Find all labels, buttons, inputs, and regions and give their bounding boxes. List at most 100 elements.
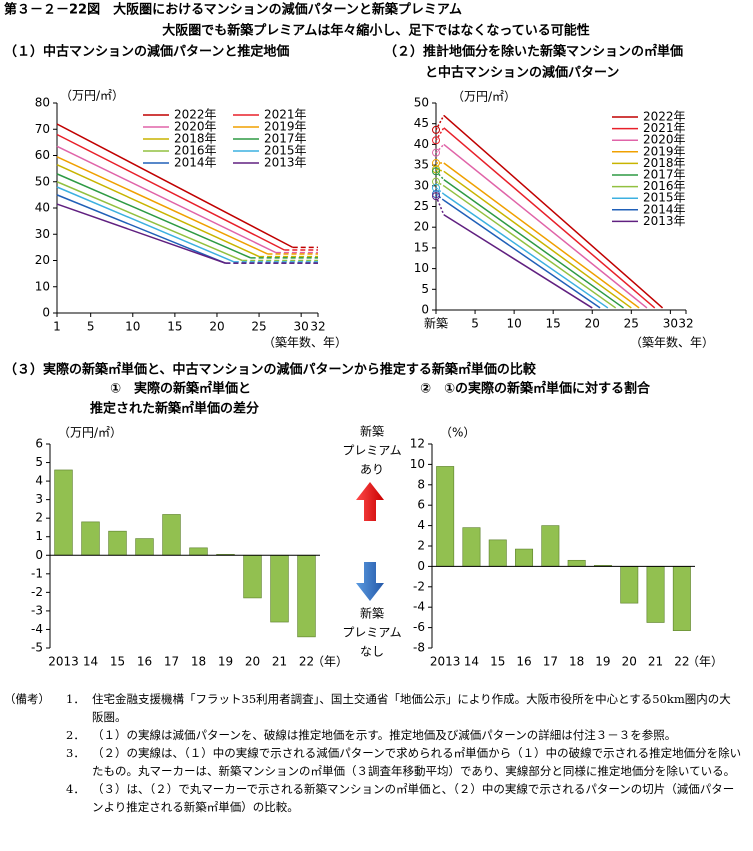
charts: 第３－２－22図 大阪圏におけるマンションの減価パターンと新築プレミアム 大阪圏… <box>4 2 723 669</box>
point-marker <box>432 165 440 174</box>
note-number: 1． <box>66 692 85 706</box>
y-tick-label: 30 <box>35 227 50 241</box>
y-tick-label: 10 <box>410 457 425 471</box>
bar <box>672 566 691 631</box>
premium-label: なし <box>360 645 384 659</box>
x-tick-label: 25 <box>624 317 639 331</box>
note-number: 2． <box>66 728 85 742</box>
y-tick-label: 40 <box>35 201 50 215</box>
bar <box>541 525 560 567</box>
line-segment <box>443 178 624 309</box>
y-tick-label: -8 <box>413 641 425 655</box>
point-marker <box>432 183 440 192</box>
note-number: 4． <box>66 782 85 796</box>
y-tick-label: -2 <box>31 585 43 599</box>
point-marker <box>432 192 440 201</box>
bar <box>488 539 507 567</box>
legend-label: 2020年 <box>643 133 686 147</box>
x-tick-label: 16 <box>137 655 152 669</box>
line-segment <box>435 115 445 131</box>
x-tick-label: 2013 <box>430 655 461 669</box>
y-tick-label: 40 <box>414 137 429 151</box>
up-arrow <box>356 482 384 521</box>
y-axis-label: （%） <box>440 426 475 440</box>
x-tick-label: 25 <box>251 320 266 334</box>
x-tick-label: 19 <box>218 655 233 669</box>
down-arrow <box>356 562 384 601</box>
note-lead: （備考） <box>4 692 50 706</box>
bar <box>54 469 73 556</box>
point-marker <box>432 159 440 168</box>
chart-title: と中古マンションの減価パターン <box>425 65 619 81</box>
y-tick-label: 1 <box>35 529 43 543</box>
bar <box>135 538 154 556</box>
y-axis-label: （万円/㎡） <box>60 89 124 103</box>
line-segment <box>56 186 235 263</box>
point-marker <box>432 148 440 157</box>
note-number: 3． <box>66 746 85 760</box>
line-segment <box>443 143 648 309</box>
y-tick-label: 50 <box>35 174 50 188</box>
y-tick-label: 5 <box>35 455 43 469</box>
chart-title: ② ①の実際の新築㎡単価に対する割合 <box>420 381 651 397</box>
y-tick-label: 20 <box>414 220 429 234</box>
y-tick-label: 0 <box>421 303 429 317</box>
x-tick-label: 5 <box>471 317 479 331</box>
y-tick-label: 50 <box>414 96 429 110</box>
x-tick-label: 20 <box>585 317 600 331</box>
point-marker <box>432 136 440 145</box>
note-text: （１）の実線は減価パターンを、破線は推定地価を示す。推定地価及び減価パターンの詳… <box>92 728 677 742</box>
legend-label: 2019年 <box>264 120 307 134</box>
legend-label: 2020年 <box>174 120 217 134</box>
x-tick-label: 10 <box>125 320 140 334</box>
y-tick-label: 20 <box>35 253 50 267</box>
x-tick-label: 15 <box>167 320 182 334</box>
y-tick-label: 8 <box>417 477 425 491</box>
y-tick-label: 15 <box>414 240 429 254</box>
y-tick-label: 0 <box>417 559 425 573</box>
x-tick-label: 10 <box>506 317 521 331</box>
note-text: （２）の実線は、（１）中の実線で示される減価パターンで求められる㎡単価から（１）… <box>92 746 742 778</box>
note-item: （備考） 1． 住宅金融支援機構「フラット35利用者調査」、国土交通省「地価公示」に… <box>0 690 753 726</box>
bar <box>297 554 316 638</box>
y-tick-label: 6 <box>35 437 43 451</box>
x-tick-label: 32 <box>678 317 693 331</box>
legend-label: 2022年 <box>174 108 217 122</box>
notes: （備考） 1． 住宅金融支援機構「フラット35利用者調査」、国土交通省「地価公示」に… <box>0 690 753 816</box>
line-segment <box>56 145 277 254</box>
legend-label: 2016年 <box>643 179 686 193</box>
x-tick-label: 15 <box>546 317 561 331</box>
line-segment <box>56 123 294 249</box>
point-marker <box>432 177 440 186</box>
x-tick-label: 19 <box>595 655 610 669</box>
line-segment <box>56 164 260 258</box>
legend-label: 2017年 <box>264 132 307 146</box>
x-axis-label: （年） <box>687 655 723 669</box>
y-axis-label: （万円/㎡） <box>452 90 516 104</box>
y-tick-label: 80 <box>35 96 50 110</box>
x-tick-label: 15 <box>490 655 505 669</box>
x-tick-label: 16 <box>516 655 531 669</box>
y-axis-label: （万円/㎡） <box>58 426 122 440</box>
note-text: （３）は、（２）で丸マーカーで示される新築マンションの㎡単価と、（２）中の実線で… <box>92 782 735 814</box>
legend-label: 2015年 <box>643 191 686 205</box>
y-tick-label: 4 <box>35 474 43 488</box>
premium-label: プレミアム <box>342 626 401 640</box>
y-tick-label: 12 <box>410 437 425 451</box>
legend-label: 2013年 <box>643 214 686 228</box>
x-axis-label: （年） <box>312 655 348 669</box>
figure-subtitle: 大阪圏でも新築プレミアムは年々縮小し、足下ではなくなっている可能性 <box>162 23 589 39</box>
chart-title: ① 実際の新築㎡単価と <box>110 381 251 397</box>
bar <box>436 466 455 567</box>
x-tick-label: 18 <box>191 655 206 669</box>
x-tick-label: 17 <box>164 655 179 669</box>
line-segment <box>56 133 285 251</box>
x-tick-label: 30 <box>294 320 309 334</box>
line-segment <box>443 193 609 309</box>
line-segment <box>56 181 243 262</box>
bar <box>189 547 208 556</box>
bar <box>81 521 100 556</box>
x-tick-label: 5 <box>87 320 95 334</box>
y-tick-label: 3 <box>35 492 43 506</box>
line-segment <box>443 162 640 309</box>
